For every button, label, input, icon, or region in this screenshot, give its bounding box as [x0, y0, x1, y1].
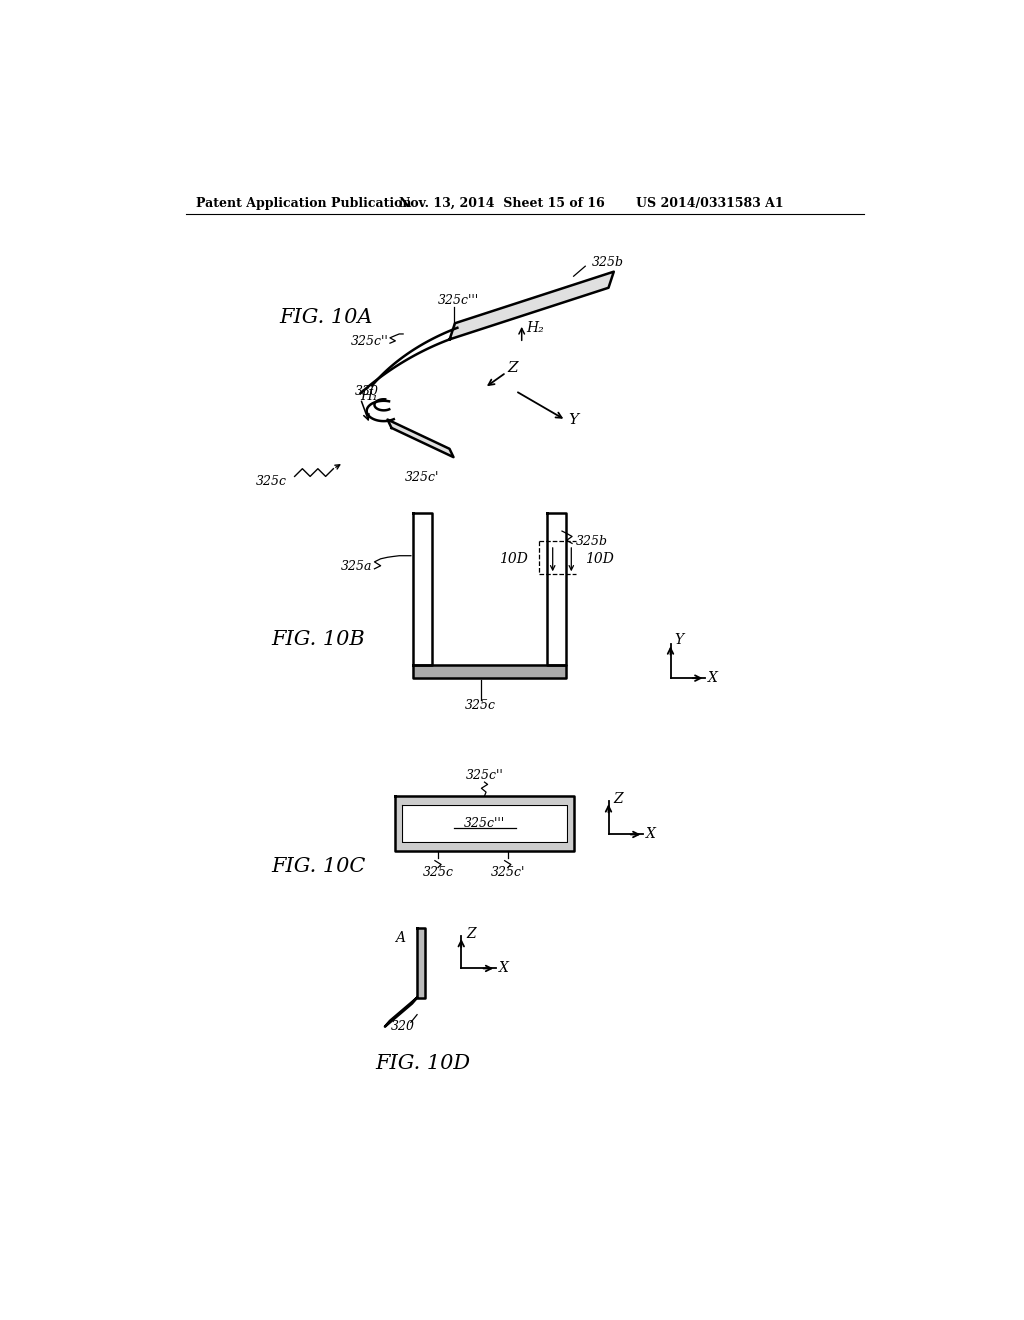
Polygon shape: [547, 512, 566, 665]
Polygon shape: [385, 998, 417, 1027]
Text: FIG. 10B: FIG. 10B: [271, 630, 366, 649]
Text: 325c: 325c: [256, 475, 287, 488]
Text: 320: 320: [391, 1020, 415, 1034]
Text: H₂: H₂: [526, 321, 544, 335]
Text: 325b: 325b: [575, 536, 608, 548]
Text: 325c': 325c': [406, 471, 439, 484]
Text: 330: 330: [355, 385, 379, 399]
Text: X: X: [499, 961, 508, 975]
Polygon shape: [401, 805, 567, 842]
Text: Z: Z: [466, 927, 475, 941]
Text: 10D: 10D: [500, 552, 528, 566]
Polygon shape: [414, 665, 566, 678]
Text: H₁: H₁: [360, 388, 378, 403]
Text: FIG. 10C: FIG. 10C: [271, 857, 366, 876]
Polygon shape: [387, 420, 454, 457]
Text: Z: Z: [613, 792, 623, 807]
Text: X: X: [646, 828, 655, 841]
Text: A: A: [395, 931, 406, 945]
Polygon shape: [414, 512, 432, 665]
Text: X: X: [708, 671, 718, 685]
Text: 325c''': 325c''': [438, 294, 479, 308]
Text: Patent Application Publication: Patent Application Publication: [197, 197, 412, 210]
Polygon shape: [417, 928, 425, 998]
Text: US 2014/0331583 A1: US 2014/0331583 A1: [636, 197, 783, 210]
Text: Z: Z: [508, 360, 518, 375]
Text: FIG. 10A: FIG. 10A: [280, 309, 373, 327]
Text: Y: Y: [568, 413, 579, 428]
Text: Nov. 13, 2014  Sheet 15 of 16: Nov. 13, 2014 Sheet 15 of 16: [399, 197, 605, 210]
Polygon shape: [395, 796, 573, 851]
Text: Y: Y: [675, 632, 683, 647]
Text: FIG. 10D: FIG. 10D: [375, 1053, 470, 1073]
Text: 325c'': 325c'': [466, 770, 504, 783]
Text: 325a: 325a: [341, 560, 372, 573]
Text: 325b: 325b: [592, 256, 624, 269]
Text: 10D: 10D: [586, 552, 614, 566]
Text: 325c: 325c: [423, 866, 454, 879]
Text: 325c': 325c': [490, 866, 525, 879]
Text: 325c'': 325c'': [351, 335, 389, 348]
Text: 325c: 325c: [465, 698, 496, 711]
Polygon shape: [450, 272, 613, 339]
Text: 325c''': 325c''': [464, 817, 505, 830]
